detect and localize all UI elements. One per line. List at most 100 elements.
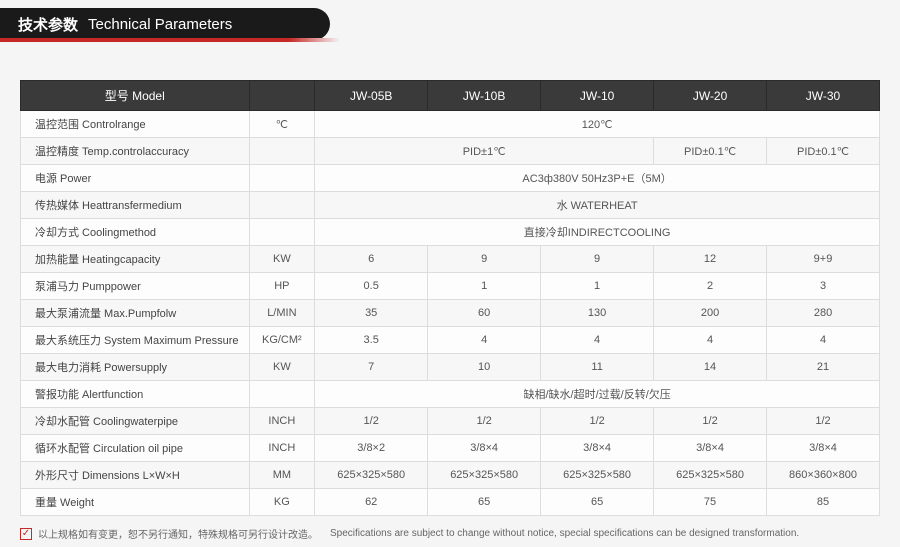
table-header-row: 型号 Model JW-05BJW-10BJW-10JW-20JW-30	[21, 81, 880, 111]
row-unit: KW	[249, 354, 315, 381]
row-label: 温控精度 Temp.controlaccuracy	[21, 138, 250, 165]
row-label: 电源 Power	[21, 165, 250, 192]
row-label: 泵浦马力 Pumppower	[21, 273, 250, 300]
row-value: 3	[767, 273, 880, 300]
row-unit: L/MIN	[249, 300, 315, 327]
row-value: 水 WATERHEAT	[315, 192, 880, 219]
row-value: 7	[315, 354, 428, 381]
row-label: 重量 Weight	[21, 489, 250, 516]
row-unit	[249, 165, 315, 192]
table-row: 最大泵浦流量 Max.PumpfolwL/MIN3560130200280	[21, 300, 880, 327]
row-unit: ℃	[249, 111, 315, 138]
row-value: 12	[654, 246, 767, 273]
table-row: 最大电力消耗 PowersupplyKW710111421	[21, 354, 880, 381]
row-value: 200	[654, 300, 767, 327]
row-value: 0.5	[315, 273, 428, 300]
row-value: 14	[654, 354, 767, 381]
row-value: PID±0.1℃	[654, 138, 767, 165]
row-value: 3.5	[315, 327, 428, 354]
table-row: 外形尺寸 Dimensions L×W×HMM625×325×580625×32…	[21, 462, 880, 489]
row-value: 3/8×4	[654, 435, 767, 462]
row-value: 直接冷却INDIRECTCOOLING	[315, 219, 880, 246]
row-value: 9+9	[767, 246, 880, 273]
row-value: 缺相/缺水/超时/过载/反转/欠压	[315, 381, 880, 408]
footnote-en: Specifications are subject to change wit…	[330, 528, 799, 539]
row-value: 4	[428, 327, 541, 354]
table-header-cell: JW-05B	[315, 81, 428, 111]
row-value: AC3ф380V 50Hz3P+E（5M）	[315, 165, 880, 192]
row-value: PID±1℃	[315, 138, 654, 165]
row-value: 625×325×580	[654, 462, 767, 489]
row-value: 625×325×580	[315, 462, 428, 489]
row-value: 11	[541, 354, 654, 381]
table-header-cell: JW-10	[541, 81, 654, 111]
table-header-cell: JW-30	[767, 81, 880, 111]
row-unit: KG/CM²	[249, 327, 315, 354]
table-row: 温控范围 Controlrange℃120℃	[21, 111, 880, 138]
row-unit	[249, 138, 315, 165]
table-row: 电源 Power AC3ф380V 50Hz3P+E（5M）	[21, 165, 880, 192]
table-row: 传热媒体 Heattransfermedium 水 WATERHEAT	[21, 192, 880, 219]
row-value: 1/2	[428, 408, 541, 435]
check-icon: ✓	[20, 528, 32, 540]
row-label: 外形尺寸 Dimensions L×W×H	[21, 462, 250, 489]
row-value: 60	[428, 300, 541, 327]
row-value: 62	[315, 489, 428, 516]
section-header: 技术参数 Technical Parameters	[0, 8, 900, 46]
row-value: 3/8×4	[428, 435, 541, 462]
row-label: 传热媒体 Heattransfermedium	[21, 192, 250, 219]
row-unit	[249, 192, 315, 219]
row-value: 4	[654, 327, 767, 354]
table-row: 警报功能 Alertfunction 缺相/缺水/超时/过载/反转/欠压	[21, 381, 880, 408]
table-body: 温控范围 Controlrange℃120℃温控精度 Temp.controla…	[21, 111, 880, 516]
specs-table-container: 型号 Model JW-05BJW-10BJW-10JW-20JW-30 温控范围…	[20, 80, 880, 516]
row-label: 冷却水配管 Coolingwaterpipe	[21, 408, 250, 435]
row-value: 280	[767, 300, 880, 327]
row-value: 4	[541, 327, 654, 354]
row-value: 3/8×4	[767, 435, 880, 462]
row-value: 35	[315, 300, 428, 327]
row-value: 1/2	[315, 408, 428, 435]
row-unit: MM	[249, 462, 315, 489]
row-value: 130	[541, 300, 654, 327]
table-header-cell: 型号 Model	[21, 81, 250, 111]
table-row: 循环水配管 Circulation oil pipeINCH3/8×23/8×4…	[21, 435, 880, 462]
table-row: 最大系统压力 System Maximum PressureKG/CM²3.54…	[21, 327, 880, 354]
row-value: 4	[767, 327, 880, 354]
row-value: 9	[428, 246, 541, 273]
row-value: 1/2	[654, 408, 767, 435]
row-label: 循环水配管 Circulation oil pipe	[21, 435, 250, 462]
table-row: 泵浦马力 PumppowerHP0.51123	[21, 273, 880, 300]
table-header-cell: JW-10B	[428, 81, 541, 111]
row-value: 625×325×580	[428, 462, 541, 489]
row-value: 85	[767, 489, 880, 516]
row-unit: INCH	[249, 435, 315, 462]
row-unit: KW	[249, 246, 315, 273]
row-value: 1	[541, 273, 654, 300]
row-label: 冷却方式 Coolingmethod	[21, 219, 250, 246]
table-header-cell: JW-20	[654, 81, 767, 111]
row-unit: KG	[249, 489, 315, 516]
table-row: 重量 WeightKG6265657585	[21, 489, 880, 516]
row-label: 最大电力消耗 Powersupply	[21, 354, 250, 381]
row-unit	[249, 219, 315, 246]
header-title-cn: 技术参数	[18, 14, 78, 35]
row-value: 1	[428, 273, 541, 300]
table-header-cell	[249, 81, 315, 111]
table-row: 温控精度 Temp.controlaccuracyPID±1℃PID±0.1℃P…	[21, 138, 880, 165]
table-row: 冷却方式 Coolingmethod 直接冷却INDIRECTCOOLING	[21, 219, 880, 246]
row-label: 温控范围 Controlrange	[21, 111, 250, 138]
row-value: 3/8×2	[315, 435, 428, 462]
row-value: 120℃	[315, 111, 880, 138]
row-value: PID±0.1℃	[767, 138, 880, 165]
header-title-en: Technical Parameters	[88, 16, 232, 33]
row-value: 625×325×580	[541, 462, 654, 489]
row-value: 1/2	[541, 408, 654, 435]
row-value: 65	[541, 489, 654, 516]
row-value: 1/2	[767, 408, 880, 435]
row-label: 警报功能 Alertfunction	[21, 381, 250, 408]
row-value: 21	[767, 354, 880, 381]
row-label: 最大系统压力 System Maximum Pressure	[21, 327, 250, 354]
row-unit: HP	[249, 273, 315, 300]
header-accent-stripe	[0, 38, 340, 42]
